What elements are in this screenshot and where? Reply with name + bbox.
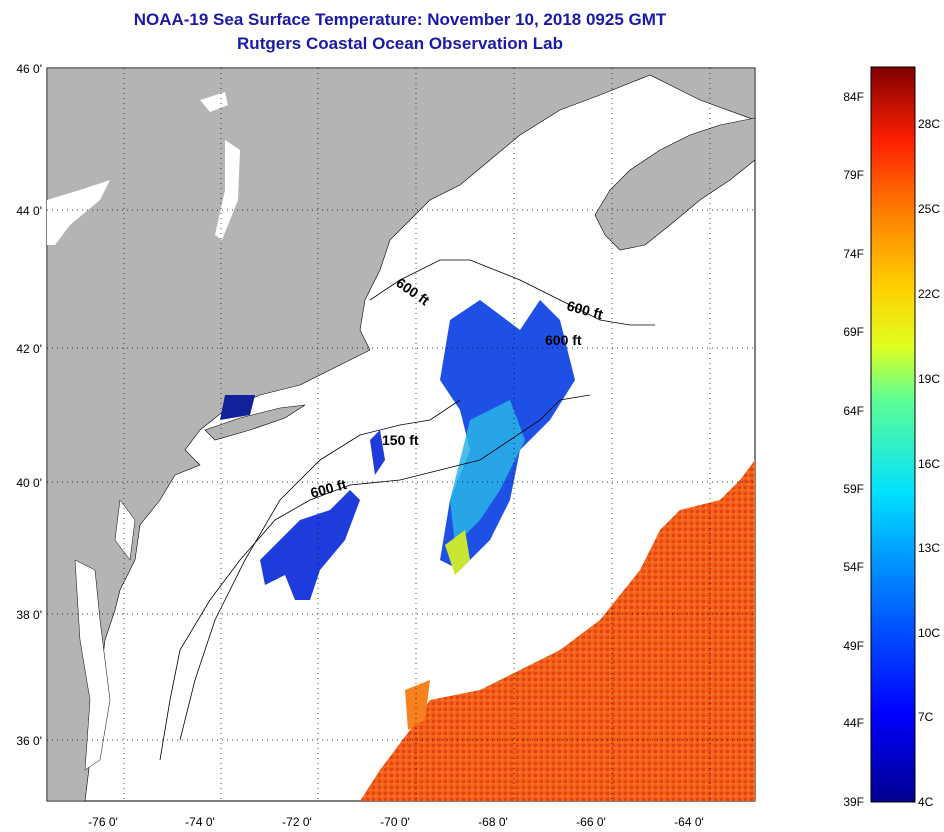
contour-150ft [179, 399, 461, 741]
bay [74, 559, 111, 771]
sst-cyan-patch [450, 400, 525, 545]
lat-label: 40 0' [16, 476, 42, 490]
colorbar-c-label: 25C [918, 202, 940, 216]
sst-yellow-patch [445, 530, 470, 575]
lake [200, 92, 228, 112]
lat-label: 36 0' [16, 734, 42, 748]
map-subtitle: Rutgers Coastal Ocean Observation Lab [237, 34, 563, 53]
lon-label: -66 0' [576, 815, 606, 829]
colorbar-f-labels: 84F 79F 74F 69F 64F 59F 54F 49F 44F 39F [843, 90, 864, 809]
contour-600ft [159, 394, 591, 761]
lat-label: 44 0' [16, 204, 42, 218]
colorbar-c-label: 16C [918, 457, 940, 471]
lon-label: -68 0' [478, 815, 508, 829]
sst-warm-region [360, 460, 755, 801]
lon-axis: -76 0' -74 0' -72 0' -70 0' -68 0' -66 0… [88, 815, 704, 829]
colorbar-f-label: 39F [843, 795, 864, 809]
contour-label: 600 ft [545, 332, 582, 348]
colorbar-f-label: 79F [843, 168, 864, 182]
lat-axis: 46 0' 44 0' 42 0' 40 0' 38 0' 36 0' [16, 62, 42, 748]
lon-label: -70 0' [380, 815, 410, 829]
sst-cold-patch [370, 430, 385, 475]
sst-warm-region [405, 680, 430, 730]
sst-cold-patch [220, 395, 255, 420]
land-nova-scotia [594, 117, 755, 251]
colorbar-c-label: 28C [918, 117, 940, 131]
lat-label: 38 0' [16, 608, 42, 622]
grid [47, 68, 755, 801]
colorbar-c-label: 19C [918, 372, 940, 386]
colorbar-c-label: 7C [918, 710, 934, 724]
sst-cold-patch [260, 490, 360, 600]
lat-label: 46 0' [16, 62, 42, 76]
lake [215, 140, 240, 240]
colorbar-f-label: 59F [843, 482, 864, 496]
bay [114, 499, 136, 561]
lon-label: -72 0' [282, 815, 312, 829]
lon-label: -74 0' [185, 815, 215, 829]
lon-label: -76 0' [88, 815, 118, 829]
colorbar-f-label: 54F [843, 560, 864, 574]
lat-label: 42 0' [16, 342, 42, 356]
colorbar [870, 66, 916, 803]
colorbar-c-label: 10C [918, 626, 940, 640]
contour-label: 150 ft [382, 432, 419, 448]
colorbar-c-label: 4C [918, 795, 934, 809]
colorbar-f-label: 69F [843, 325, 864, 339]
lake [47, 180, 110, 245]
colorbar-c-labels: 28C 25C 22C 19C 16C 13C 10C 7C 4C [918, 117, 940, 809]
colorbar-f-label: 49F [843, 639, 864, 653]
colorbar-f-label: 84F [843, 90, 864, 104]
colorbar-c-label: 13C [918, 541, 940, 555]
colorbar-f-label: 74F [843, 247, 864, 261]
colorbar-f-label: 64F [843, 404, 864, 418]
colorbar-c-label: 22C [918, 287, 940, 301]
land-mainland [47, 68, 755, 801]
lon-label: -64 0' [674, 815, 704, 829]
colorbar-f-label: 44F [843, 716, 864, 730]
contour-gulf-maine [369, 259, 655, 326]
map-title: NOAA-19 Sea Surface Temperature: Novembe… [133, 10, 667, 29]
